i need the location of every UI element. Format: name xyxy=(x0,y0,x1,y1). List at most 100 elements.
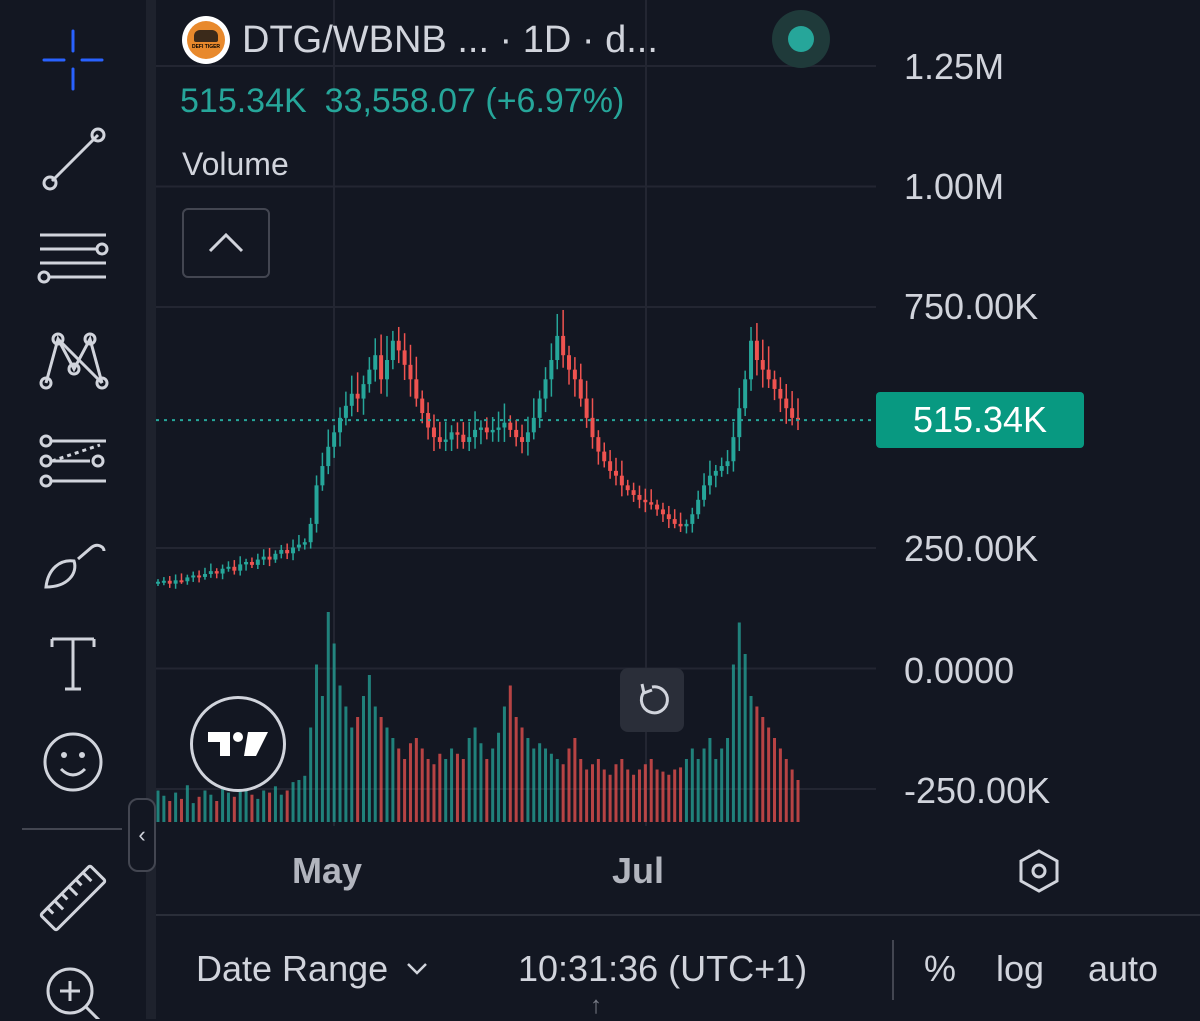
candle-body xyxy=(567,355,572,370)
text-icon xyxy=(50,637,96,691)
candle-body xyxy=(332,432,337,447)
volume-bar xyxy=(432,764,436,822)
collapse-toolbar-button[interactable]: ‹ xyxy=(128,798,156,872)
log-scale-button[interactable]: log xyxy=(996,948,1045,989)
status-dot-icon xyxy=(788,26,814,52)
volume-bar xyxy=(174,792,178,822)
collapse-legend-button[interactable] xyxy=(182,208,270,278)
tradingview-logo[interactable] xyxy=(190,696,286,792)
volume-bar xyxy=(702,748,706,822)
chart-area[interactable]: DEFI TIGER DTG/WBNB ... · 1D · d... 515.… xyxy=(156,0,1200,1019)
brush-tool[interactable] xyxy=(30,524,116,600)
candle-body xyxy=(543,379,548,399)
candle-body xyxy=(473,429,478,438)
price-axis-label: 250.00K xyxy=(904,528,1039,569)
candle-body xyxy=(390,340,395,361)
candle-body xyxy=(772,379,777,389)
trend-line-tool[interactable] xyxy=(30,120,116,196)
volume-bar xyxy=(350,727,354,822)
date-range-dropdown[interactable]: Date Range xyxy=(196,948,428,990)
volume-bar xyxy=(731,664,735,822)
candle-body xyxy=(431,427,436,438)
horizontal-lines-icon xyxy=(37,233,109,284)
candle-body xyxy=(502,422,507,428)
volume-bar xyxy=(526,738,530,822)
candle-body xyxy=(396,340,401,351)
candle-body xyxy=(690,514,695,524)
candle-body xyxy=(191,575,196,578)
zoom-in-icon xyxy=(46,967,101,1019)
zoom-in-tool[interactable] xyxy=(30,960,116,1019)
candle-body xyxy=(731,437,736,462)
volume-bar xyxy=(467,738,471,822)
volume-bar xyxy=(684,759,688,822)
candle-body xyxy=(261,556,266,560)
volume-bar xyxy=(408,743,412,822)
candle-body xyxy=(238,564,243,571)
clock-timezone[interactable]: 10:31:36 (UTC+1) xyxy=(518,948,808,989)
volume-bar xyxy=(626,769,630,822)
candle-body xyxy=(478,427,483,430)
candle-body xyxy=(267,556,272,560)
volume-bar xyxy=(790,769,794,822)
date-range-label: Date Range xyxy=(196,948,389,989)
candle-body xyxy=(760,360,765,370)
candle-body xyxy=(167,580,172,584)
emoji-icon xyxy=(43,732,103,792)
reset-chart-button[interactable] xyxy=(620,668,684,732)
chart-settings-button[interactable] xyxy=(1014,846,1064,896)
candle-body xyxy=(625,485,630,491)
market-status-indicator[interactable] xyxy=(772,10,830,68)
forecast-tool[interactable] xyxy=(30,424,116,500)
emoji-tool[interactable] xyxy=(30,724,116,800)
candle-body xyxy=(572,369,577,380)
drawing-toolbar xyxy=(0,0,146,1019)
volume-bar xyxy=(767,727,771,822)
bottom-separator xyxy=(892,940,894,1000)
candle-body xyxy=(549,360,554,380)
volume-bar xyxy=(326,612,330,822)
pattern-tool[interactable] xyxy=(30,320,116,396)
volume-bar xyxy=(649,759,653,822)
candle-body xyxy=(561,335,566,356)
indicator-label[interactable]: Volume xyxy=(182,146,289,182)
volume-bar xyxy=(714,759,718,822)
horizontal-lines-tool[interactable] xyxy=(30,220,116,296)
crosshair-icon xyxy=(42,29,104,91)
symbol-title[interactable]: DTG/WBNB ... · 1D · d... xyxy=(242,18,658,61)
volume-bar xyxy=(203,790,207,822)
candle-body xyxy=(643,499,648,503)
candle-body xyxy=(220,568,225,574)
ruler-tool[interactable] xyxy=(30,860,116,936)
candle-body xyxy=(637,494,642,500)
price-chart[interactable] xyxy=(156,0,876,914)
volume-bar xyxy=(590,764,594,822)
time-axis-label: Jul xyxy=(612,850,665,891)
volume-bar xyxy=(221,788,225,822)
volume-bar xyxy=(555,759,559,822)
price-axis-label: 1.25M xyxy=(904,46,1005,87)
candle-body xyxy=(784,398,789,409)
crosshair-tool[interactable] xyxy=(30,22,116,98)
symbol-header[interactable]: DEFI TIGER DTG/WBNB ... · 1D · d... xyxy=(182,14,658,66)
candle-body xyxy=(766,369,771,380)
candle-body xyxy=(631,490,636,495)
volume-bar xyxy=(461,759,465,822)
candle-body xyxy=(660,509,665,515)
candle-body xyxy=(308,523,313,543)
candle-series xyxy=(156,309,800,589)
candle-body xyxy=(508,422,513,430)
percent-scale-button[interactable]: % xyxy=(924,948,957,989)
chevron-up-icon xyxy=(208,233,244,253)
auto-scale-button[interactable]: auto xyxy=(1088,948,1159,989)
pattern-icon xyxy=(39,332,109,390)
text-tool[interactable] xyxy=(30,624,116,700)
candle-body xyxy=(373,355,378,370)
candle-body xyxy=(384,360,389,380)
volume-bar xyxy=(291,782,295,822)
candle-body xyxy=(156,581,160,584)
volume-bar xyxy=(168,801,172,822)
candle-body xyxy=(279,549,284,554)
volume-bar xyxy=(549,753,553,822)
settings-hexagon-icon xyxy=(1019,849,1059,893)
